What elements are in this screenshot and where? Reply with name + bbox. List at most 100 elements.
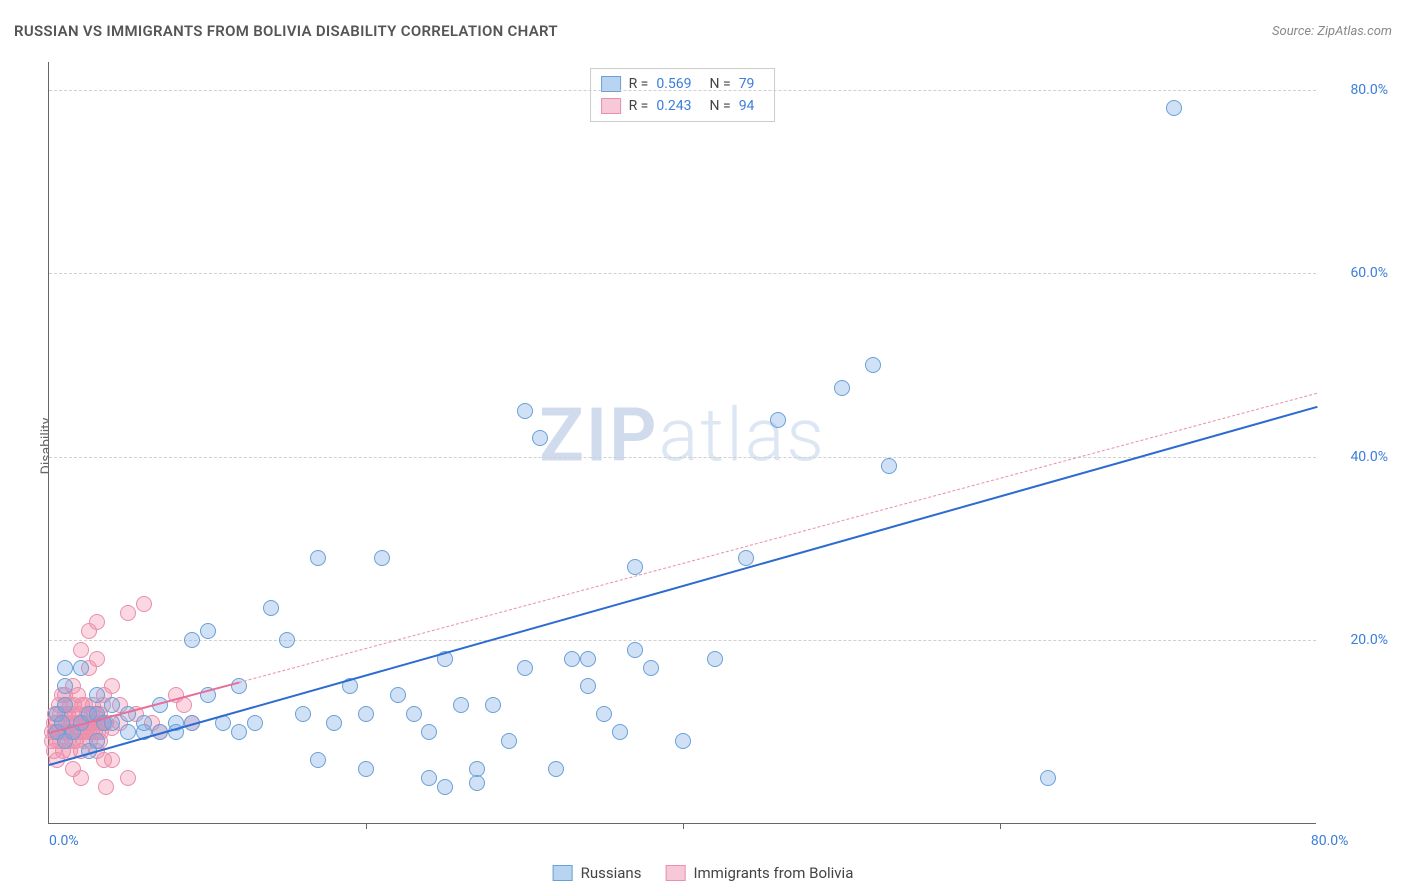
scatter-point [738,550,754,566]
scatter-point [295,706,311,722]
scatter-point [326,715,342,731]
scatter-point [104,678,120,694]
scatter-point [263,600,279,616]
scatter-point [89,687,105,703]
scatter-point [770,412,786,428]
scatter-point [120,605,136,621]
scatter-point [57,678,73,694]
scatter-point [390,687,406,703]
scatter-point [627,642,643,658]
legend-n-value: 94 [739,95,755,117]
scatter-point [136,715,152,731]
scatter-point [548,761,564,777]
x-tick-mark [1000,823,1001,829]
scatter-point [865,357,881,373]
scatter-point [421,724,437,740]
scatter-point [120,724,136,740]
scatter-point [627,559,643,575]
legend-swatch [553,865,573,881]
legend-item: Russians [553,864,642,882]
scatter-point [89,651,105,667]
scatter-point [104,697,120,713]
y-tick-label: 20.0% [1324,632,1388,648]
scatter-point [1040,770,1056,786]
scatter-point [73,660,89,676]
scatter-point [453,697,469,713]
scatter-point [643,660,659,676]
scatter-point [596,706,612,722]
y-tick-label: 80.0% [1324,82,1388,98]
scatter-point [881,458,897,474]
scatter-point [73,770,89,786]
scatter-point [437,779,453,795]
source-label: Source: ZipAtlas.com [1272,24,1392,39]
x-tick-label: 0.0% [49,833,79,849]
scatter-point [707,651,723,667]
watermark: ZIPatlas [539,392,826,479]
x-tick-label: 80.0% [1311,833,1349,849]
scatter-point [104,752,120,768]
legend-n-label: N = [710,73,731,95]
scatter-point [501,733,517,749]
scatter-point [310,752,326,768]
scatter-point [532,430,548,446]
y-tick-label: 60.0% [1324,265,1388,281]
scatter-point [421,770,437,786]
scatter-point [57,697,73,713]
legend-stat-row: R = 0.243 N = 94 [601,95,765,117]
chart-title: RUSSIAN VS IMMIGRANTS FROM BOLIVIA DISAB… [14,22,558,40]
scatter-point [310,550,326,566]
legend-stat-row: R = 0.569 N = 79 [601,73,765,95]
scatter-point [580,678,596,694]
legend-swatch [601,98,621,114]
scatter-point [517,403,533,419]
trend-line [49,406,1318,766]
scatter-point [73,642,89,658]
scatter-point [358,706,374,722]
scatter-point [89,614,105,630]
legend-item: Immigrants from Bolivia [665,864,853,882]
legend-r-value: 0.243 [656,95,691,117]
legend-series: Russians Immigrants from Bolivia [553,864,854,882]
y-tick-label: 40.0% [1324,449,1388,465]
scatter-point [231,724,247,740]
legend-r-value: 0.569 [656,73,691,95]
legend-n-value: 79 [739,73,755,95]
legend-label: Immigrants from Bolivia [693,864,853,882]
scatter-point [247,715,263,731]
scatter-point [469,775,485,791]
plot-area: ZIPatlas R =0.569N =79R =0.243N =94 20.0… [48,62,1316,824]
gridline-h [49,640,1316,641]
gridline-h [49,90,1316,91]
scatter-point [358,761,374,777]
scatter-point [98,779,114,795]
legend-n-label: N = [710,95,731,117]
scatter-point [675,733,691,749]
scatter-point [834,380,850,396]
scatter-point [517,660,533,676]
scatter-point [184,632,200,648]
scatter-point [89,733,105,749]
legend-r-label: R = [629,95,649,117]
x-tick-mark [366,823,367,829]
scatter-point [57,660,73,676]
legend-stats: R = 0.569 N = 79 R = 0.243 N = 94 [590,68,776,122]
scatter-point [580,651,596,667]
legend-swatch [665,865,685,881]
legend-r-label: R = [629,73,649,95]
scatter-point [200,623,216,639]
scatter-point [136,596,152,612]
legend-label: Russians [581,864,642,882]
scatter-point [564,651,580,667]
gridline-h [49,273,1316,274]
trend-line [239,393,1317,683]
x-tick-mark [683,823,684,829]
scatter-point [612,724,628,740]
gridline-h [49,457,1316,458]
scatter-point [374,550,390,566]
scatter-point [279,632,295,648]
scatter-point [406,706,422,722]
scatter-point [1166,100,1182,116]
scatter-point [485,697,501,713]
scatter-point [120,770,136,786]
